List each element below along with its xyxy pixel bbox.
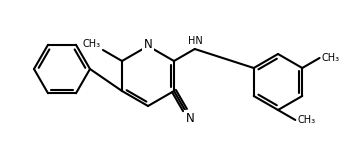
Text: HN: HN xyxy=(188,36,203,46)
Text: CH₃: CH₃ xyxy=(83,39,101,49)
Text: CH₃: CH₃ xyxy=(297,115,315,125)
Text: CH₃: CH₃ xyxy=(321,53,340,63)
Text: N: N xyxy=(144,39,152,51)
Text: N: N xyxy=(186,112,195,125)
